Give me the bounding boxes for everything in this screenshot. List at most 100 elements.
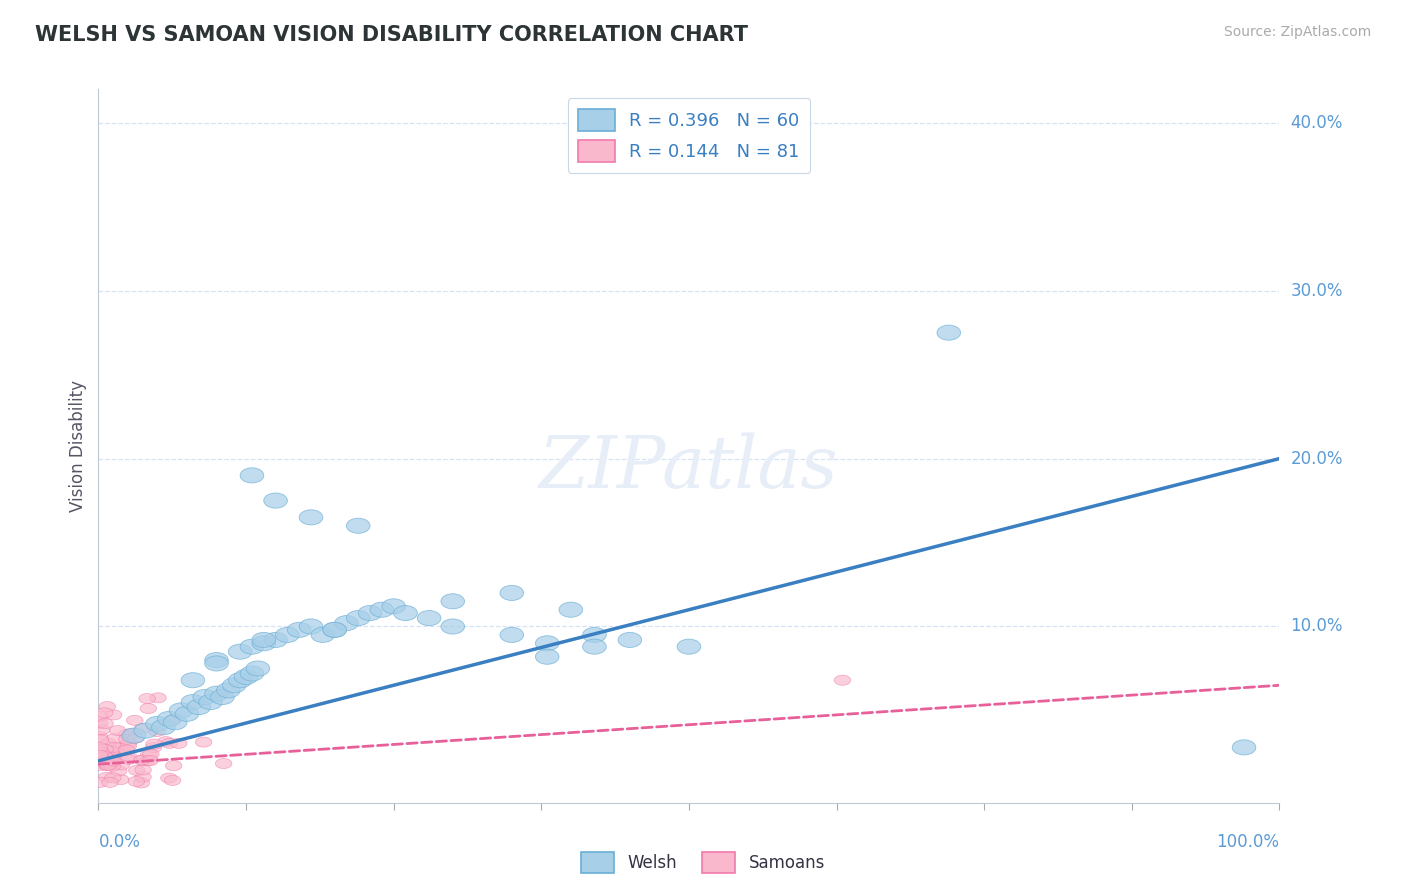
Ellipse shape	[346, 518, 370, 533]
Y-axis label: Vision Disability: Vision Disability	[69, 380, 87, 512]
Ellipse shape	[536, 649, 560, 665]
Ellipse shape	[619, 632, 641, 648]
Ellipse shape	[299, 510, 323, 524]
Ellipse shape	[91, 743, 108, 753]
Ellipse shape	[834, 675, 851, 685]
Ellipse shape	[110, 743, 127, 754]
Ellipse shape	[107, 742, 124, 752]
Ellipse shape	[235, 669, 257, 684]
Ellipse shape	[582, 639, 606, 654]
Ellipse shape	[359, 606, 382, 621]
Ellipse shape	[118, 745, 135, 756]
Ellipse shape	[103, 753, 120, 763]
Ellipse shape	[91, 750, 108, 760]
Ellipse shape	[240, 666, 264, 681]
Ellipse shape	[166, 761, 181, 771]
Ellipse shape	[582, 627, 606, 642]
Ellipse shape	[97, 757, 114, 768]
Ellipse shape	[103, 747, 120, 756]
Text: WELSH VS SAMOAN VISION DISABILITY CORRELATION CHART: WELSH VS SAMOAN VISION DISABILITY CORREL…	[35, 25, 748, 45]
Legend: Welsh, Samoans: Welsh, Samoans	[574, 846, 832, 880]
Ellipse shape	[134, 723, 157, 739]
Ellipse shape	[142, 749, 159, 759]
Ellipse shape	[105, 750, 121, 760]
Ellipse shape	[97, 707, 112, 718]
Ellipse shape	[127, 715, 143, 725]
Ellipse shape	[211, 690, 235, 705]
Ellipse shape	[149, 726, 166, 737]
Ellipse shape	[162, 739, 177, 748]
Ellipse shape	[91, 748, 108, 759]
Ellipse shape	[121, 753, 138, 763]
Ellipse shape	[181, 673, 205, 688]
Ellipse shape	[157, 737, 174, 747]
Ellipse shape	[228, 644, 252, 659]
Ellipse shape	[104, 761, 121, 772]
Ellipse shape	[114, 746, 131, 756]
Ellipse shape	[240, 467, 264, 483]
Ellipse shape	[198, 695, 222, 710]
Ellipse shape	[323, 623, 346, 638]
Ellipse shape	[105, 710, 122, 720]
Text: ZIPatlas: ZIPatlas	[538, 432, 839, 503]
Ellipse shape	[98, 701, 115, 712]
Ellipse shape	[135, 765, 152, 775]
Ellipse shape	[128, 776, 145, 787]
Ellipse shape	[163, 714, 187, 730]
Ellipse shape	[176, 706, 198, 722]
Ellipse shape	[394, 606, 418, 621]
Ellipse shape	[112, 760, 129, 770]
Ellipse shape	[101, 759, 118, 769]
Ellipse shape	[139, 694, 156, 704]
Ellipse shape	[252, 632, 276, 648]
Ellipse shape	[128, 733, 143, 743]
Ellipse shape	[101, 777, 118, 788]
Ellipse shape	[97, 719, 114, 729]
Ellipse shape	[111, 765, 127, 776]
Ellipse shape	[299, 619, 323, 634]
Text: 100.0%: 100.0%	[1216, 833, 1279, 851]
Ellipse shape	[100, 738, 117, 748]
Ellipse shape	[441, 619, 464, 634]
Ellipse shape	[103, 746, 120, 756]
Ellipse shape	[222, 678, 246, 693]
Ellipse shape	[160, 773, 177, 783]
Ellipse shape	[217, 682, 240, 698]
Ellipse shape	[97, 744, 114, 755]
Ellipse shape	[215, 758, 232, 769]
Ellipse shape	[560, 602, 582, 617]
Ellipse shape	[187, 699, 211, 714]
Ellipse shape	[193, 690, 217, 705]
Ellipse shape	[145, 742, 162, 753]
Ellipse shape	[936, 325, 960, 340]
Ellipse shape	[370, 602, 394, 617]
Ellipse shape	[124, 729, 139, 739]
Ellipse shape	[205, 686, 228, 701]
Ellipse shape	[141, 749, 157, 759]
Ellipse shape	[335, 615, 359, 631]
Ellipse shape	[441, 594, 464, 609]
Text: 20.0%: 20.0%	[1291, 450, 1343, 467]
Text: 30.0%: 30.0%	[1291, 282, 1343, 300]
Ellipse shape	[142, 756, 159, 765]
Ellipse shape	[252, 636, 276, 651]
Ellipse shape	[120, 755, 136, 764]
Ellipse shape	[120, 741, 136, 751]
Ellipse shape	[118, 734, 135, 744]
Ellipse shape	[98, 772, 115, 782]
Ellipse shape	[228, 673, 252, 688]
Ellipse shape	[93, 747, 108, 757]
Ellipse shape	[141, 704, 156, 714]
Ellipse shape	[100, 753, 115, 763]
Ellipse shape	[134, 755, 150, 765]
Ellipse shape	[264, 493, 287, 508]
Ellipse shape	[91, 777, 108, 788]
Ellipse shape	[121, 738, 138, 747]
Ellipse shape	[311, 627, 335, 642]
Text: 40.0%: 40.0%	[1291, 114, 1343, 132]
Ellipse shape	[135, 723, 150, 733]
Ellipse shape	[91, 718, 108, 728]
Text: Source: ZipAtlas.com: Source: ZipAtlas.com	[1223, 25, 1371, 39]
Ellipse shape	[94, 724, 110, 735]
Ellipse shape	[122, 728, 146, 743]
